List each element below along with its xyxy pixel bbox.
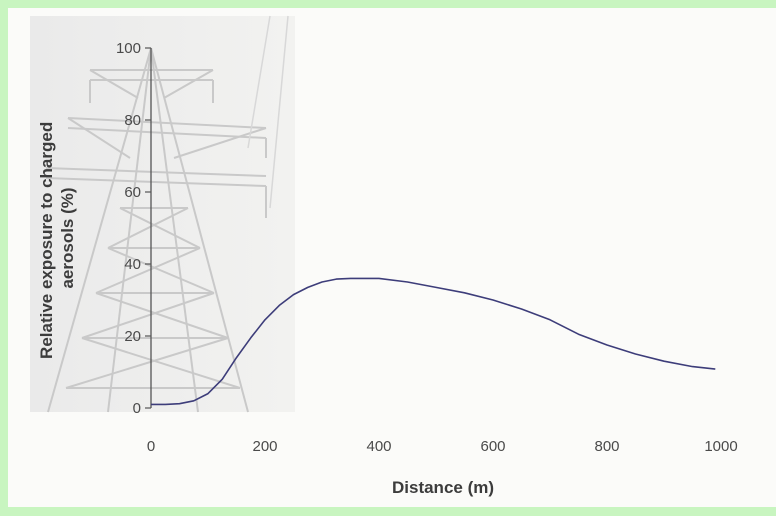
line-chart: 0 20 40 60 80 100 0 200 400 600 800 1000 Distance … xyxy=(30,15,738,497)
pylon-background-image xyxy=(30,15,295,413)
x-axis-ticks: 0 200 400 600 800 1000 xyxy=(147,438,738,455)
y-axis-ticks: 0 20 40 60 80 100 xyxy=(116,40,151,417)
y-tick-label: 40 xyxy=(124,256,141,273)
x-tick-label: 800 xyxy=(594,438,619,455)
y-tick-label: 0 xyxy=(133,400,141,417)
x-tick-label: 600 xyxy=(480,438,505,455)
x-tick-label: 400 xyxy=(366,438,391,455)
y-axis-title: Relative exposure to charged aerosols (%… xyxy=(37,117,77,359)
series-line xyxy=(151,277,716,406)
y-tick-label: 20 xyxy=(124,328,141,345)
x-axis-title: Distance (m) xyxy=(392,478,494,497)
y-tick-label: 60 xyxy=(124,184,141,201)
chart-frame: 0 20 40 60 80 100 0 200 400 600 800 1000 Distance … xyxy=(8,8,776,507)
series-layer xyxy=(151,277,716,406)
x-tick-label: 1000 xyxy=(704,438,737,455)
y-tick-label: 100 xyxy=(116,40,141,57)
x-tick-label: 0 xyxy=(147,438,155,455)
y-axis-title-line-1: Relative exposure to charged xyxy=(37,122,56,359)
y-axis-title-line-2: aerosols (%) xyxy=(58,187,77,288)
x-tick-label: 200 xyxy=(252,438,277,455)
y-tick-label: 80 xyxy=(124,112,141,129)
